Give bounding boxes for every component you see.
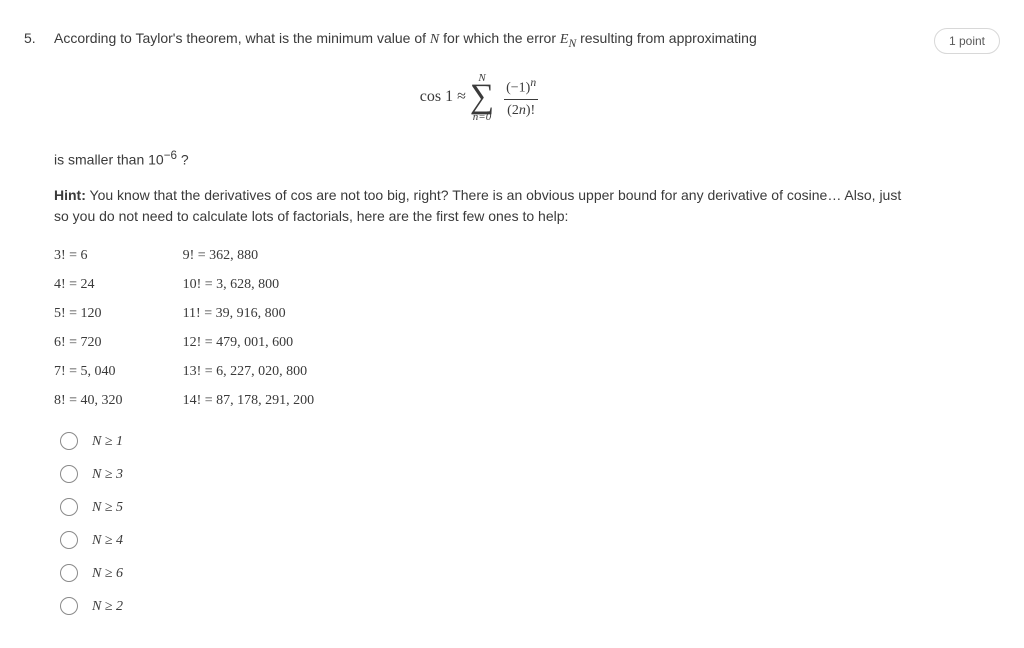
option-row[interactable]: N ≥ 6 bbox=[60, 563, 904, 584]
factorial-row: 9! = 362, 880 bbox=[183, 245, 315, 266]
option-row[interactable]: N ≥ 3 bbox=[60, 464, 904, 485]
radio-icon[interactable] bbox=[60, 498, 78, 516]
option-row[interactable]: N ≥ 1 bbox=[60, 431, 904, 452]
factorial-row: 6! = 720 bbox=[54, 332, 123, 353]
option-label: N ≥ 1 bbox=[92, 431, 123, 452]
hint-text: You know that the derivatives of cos are… bbox=[54, 187, 901, 224]
radio-icon[interactable] bbox=[60, 564, 78, 582]
hint: Hint: You know that the derivatives of c… bbox=[54, 185, 904, 227]
factorial-row: 13! = 6, 227, 020, 800 bbox=[183, 361, 315, 382]
factorial-col-right: 9! = 362, 880 10! = 3, 628, 800 11! = 39, … bbox=[183, 245, 315, 411]
option-row[interactable]: N ≥ 4 bbox=[60, 530, 904, 551]
question-body: According to Taylor's theorem, what is t… bbox=[54, 28, 904, 617]
sigma-icon: N ∑ n=0 bbox=[470, 80, 494, 115]
option-label: N ≥ 6 bbox=[92, 563, 123, 584]
formula: cos 1 ≈ N ∑ n=0 (−1)n (2n)! bbox=[54, 74, 904, 121]
question-stem: According to Taylor's theorem, what is t… bbox=[54, 28, 904, 52]
factorial-row: 7! = 5, 040 bbox=[54, 361, 123, 382]
factorial-row: 12! = 479, 001, 600 bbox=[183, 332, 315, 353]
option-row[interactable]: N ≥ 2 bbox=[60, 596, 904, 617]
option-label: N ≥ 3 bbox=[92, 464, 123, 485]
points-badge: 1 point bbox=[934, 28, 1000, 54]
fraction: (−1)n (2n)! bbox=[504, 74, 538, 121]
radio-icon[interactable] bbox=[60, 432, 78, 450]
factorial-row: 10! = 3, 628, 800 bbox=[183, 274, 315, 295]
radio-icon[interactable] bbox=[60, 465, 78, 483]
options-group: N ≥ 1 N ≥ 3 N ≥ 5 N ≥ 4 N ≥ 6 N ≥ 2 bbox=[60, 431, 904, 617]
factorial-col-left: 3! = 6 4! = 24 5! = 120 6! = 720 7! = 5, 040… bbox=[54, 245, 123, 411]
factorial-row: 4! = 24 bbox=[54, 274, 123, 295]
option-row[interactable]: N ≥ 5 bbox=[60, 497, 904, 518]
factorial-row: 11! = 39, 916, 800 bbox=[183, 303, 315, 324]
radio-icon[interactable] bbox=[60, 531, 78, 549]
factorial-row: 5! = 120 bbox=[54, 303, 123, 324]
radio-icon[interactable] bbox=[60, 597, 78, 615]
factorial-row: 8! = 40, 320 bbox=[54, 390, 123, 411]
factorial-row: 14! = 87, 178, 291, 200 bbox=[183, 390, 315, 411]
factorial-table: 3! = 6 4! = 24 5! = 120 6! = 720 7! = 5, 040… bbox=[54, 245, 904, 411]
question-tail: is smaller than 10−6 ? bbox=[54, 147, 904, 171]
formula-lhs: cos 1 ≈ bbox=[420, 88, 466, 105]
option-label: N ≥ 2 bbox=[92, 596, 123, 617]
question-number: 5. bbox=[24, 28, 40, 617]
option-label: N ≥ 4 bbox=[92, 530, 123, 551]
factorial-row: 3! = 6 bbox=[54, 245, 123, 266]
option-label: N ≥ 5 bbox=[92, 497, 123, 518]
hint-label: Hint: bbox=[54, 187, 86, 203]
